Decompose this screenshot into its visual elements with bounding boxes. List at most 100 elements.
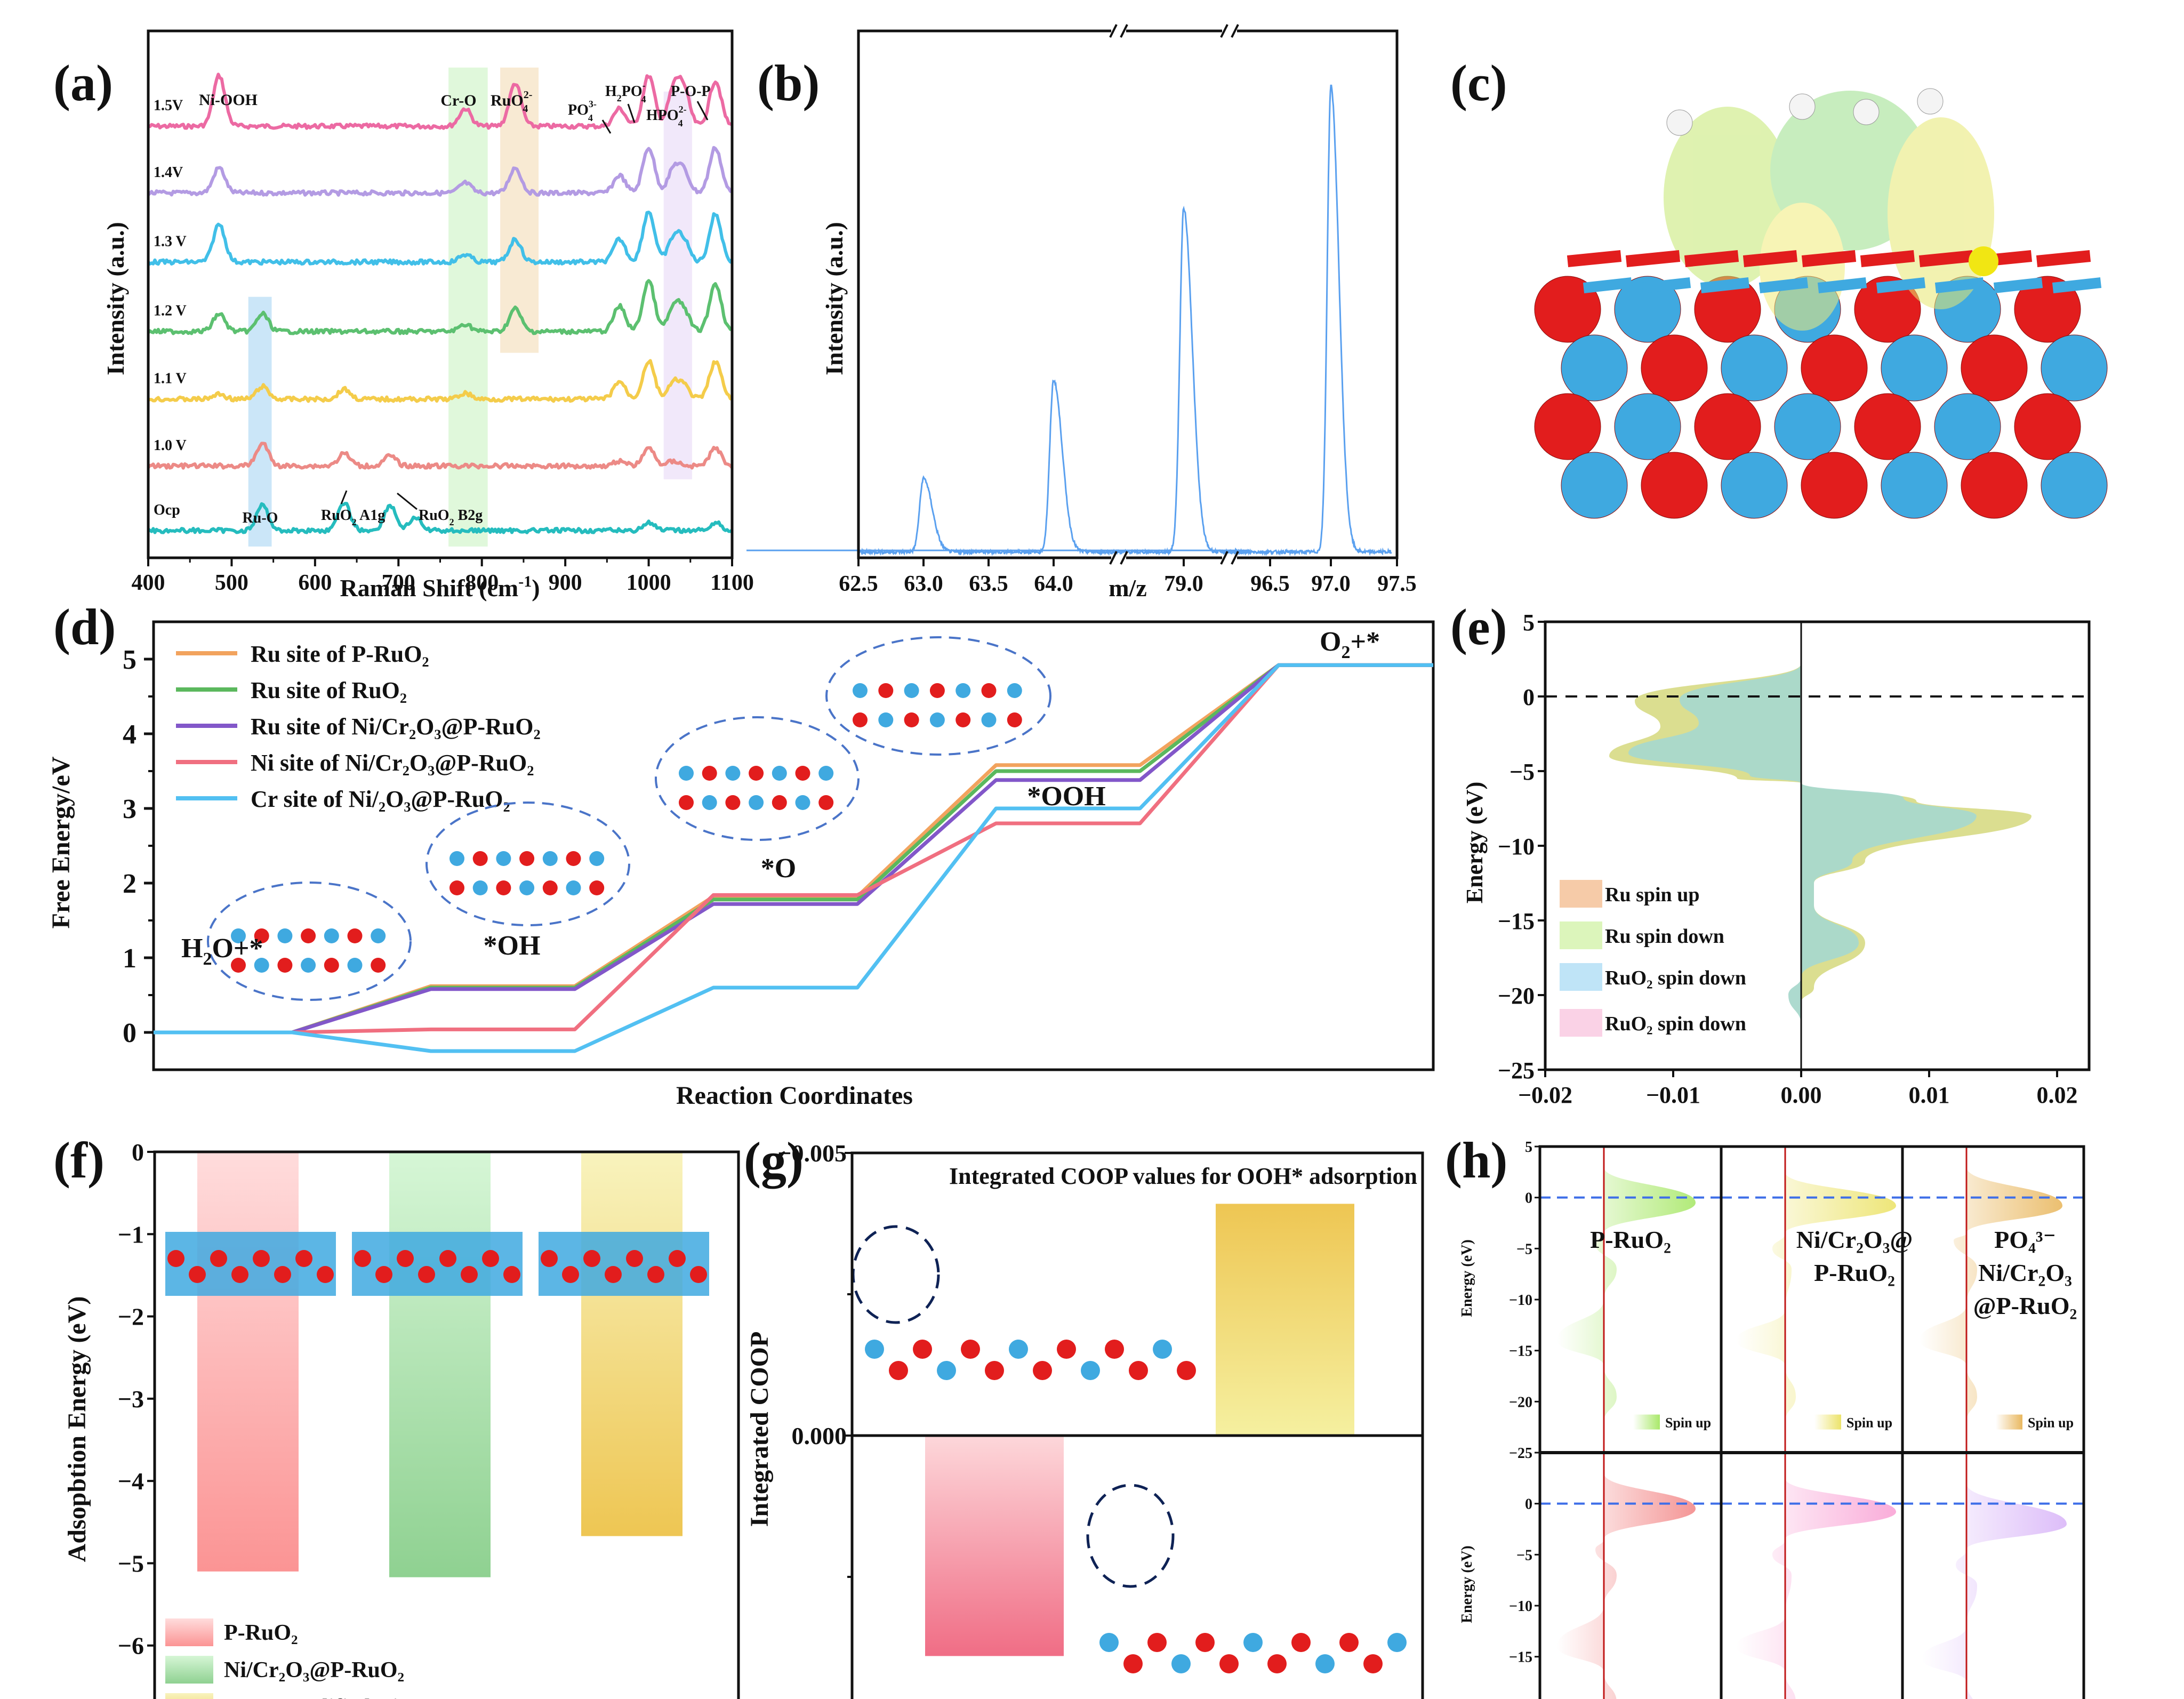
- panel-label-e: (e): [1450, 598, 1507, 655]
- panel-label-d: (d): [53, 598, 116, 655]
- y-tick-label: 0: [1523, 684, 1535, 710]
- x-tick-label: 500: [215, 571, 248, 595]
- cohp-area-up: [1557, 1167, 1696, 1422]
- atom: [277, 928, 293, 943]
- atom: [324, 958, 339, 973]
- annot-h2po4: H2PO-4: [605, 80, 646, 105]
- hydrogen-atom: [1917, 88, 1944, 115]
- sulfur-atom: [1969, 246, 1998, 276]
- atom: [1129, 1361, 1148, 1380]
- bond: [2052, 277, 2102, 293]
- legend-label: Cr site of Ni/₂O₃@P-RuO₂: [251, 786, 510, 812]
- panel-d-free-energy-chart: 0 1 2 3 4 5 Ru site of P-RuO₂ Ru site of RuO₂ R…: [47, 620, 1435, 1110]
- atom: [1934, 393, 2001, 460]
- panel-label-c: (c): [1450, 54, 1507, 111]
- atom: [772, 766, 787, 781]
- atom: [669, 1250, 686, 1267]
- atom: [167, 1250, 184, 1267]
- atom: [985, 1361, 1004, 1380]
- atom: [956, 683, 971, 698]
- x-tick-label: 97.0: [1311, 572, 1351, 596]
- atom: [496, 880, 511, 895]
- hydrogen-atom: [1853, 99, 1880, 125]
- atom: [1315, 1654, 1335, 1673]
- panel-label-f: (f): [53, 1132, 105, 1189]
- atom: [647, 1266, 664, 1283]
- atom: [1033, 1361, 1052, 1380]
- x-tick-label: 1100: [710, 571, 754, 595]
- legend-swatch: [1633, 1414, 1660, 1430]
- x-tick-label: 63.5: [969, 572, 1008, 596]
- y-tick-label: −20: [1509, 1394, 1532, 1411]
- series-line-1.1V: [148, 359, 734, 403]
- e-xlabel: COOP/OOH*: [1744, 1111, 1872, 1115]
- structure-inset-outline: [655, 716, 860, 841]
- atom: [1801, 452, 1868, 519]
- atom: [961, 1340, 980, 1359]
- panel-h-cohp-chart: Spin upSpin down−0.20.00.20.4COHP/ClP-Ru…: [1459, 1139, 2085, 1699]
- x-tick-label: 63.0: [904, 572, 943, 596]
- series-label: Ocp: [154, 502, 180, 518]
- y-tick-label: −5: [118, 1550, 144, 1577]
- atom: [853, 712, 868, 727]
- x-tick-label: 0.00: [1781, 1082, 1822, 1108]
- atom: [937, 1361, 956, 1380]
- y-tick-label: −0.005: [777, 1140, 847, 1167]
- g-ylabel: Integrated COOP: [745, 1332, 774, 1527]
- annot-po4: PO3-4: [568, 99, 597, 123]
- f-ylabel: Adsopbtion Energy (eV): [63, 1296, 91, 1562]
- atom: [589, 851, 605, 866]
- atom: [1147, 1633, 1167, 1652]
- highlight-region: [663, 91, 692, 479]
- atom: [853, 683, 868, 698]
- cohp-area-up: [1920, 1167, 2062, 1422]
- x-tick-label: 900: [549, 571, 582, 595]
- y-tick-label: 0: [1525, 1496, 1532, 1513]
- x-tick-label: 97.5: [1377, 572, 1417, 596]
- axis-break-mark: [1231, 551, 1239, 565]
- column-label: PO₄³⁻: [1994, 1226, 2056, 1253]
- bond: [1743, 250, 1798, 267]
- atom: [347, 928, 363, 943]
- column-label: P-RuO₂: [1814, 1259, 1895, 1286]
- atom: [2014, 393, 2081, 460]
- series-label: 1.2 V: [154, 303, 187, 319]
- y-tick-label: 4: [123, 719, 136, 750]
- atom: [956, 712, 971, 727]
- atom: [1171, 1654, 1191, 1673]
- series-line-1.0V: [147, 442, 734, 470]
- atom: [449, 851, 464, 866]
- atom: [1219, 1654, 1239, 1673]
- atom: [253, 1250, 270, 1267]
- atom: [818, 766, 834, 781]
- atom: [1267, 1654, 1287, 1673]
- legend-label: Spin up: [1846, 1415, 1892, 1431]
- column-label: Ni/Cr₂O₃@: [1796, 1226, 1913, 1253]
- atom: [562, 1266, 579, 1283]
- atom: [878, 683, 894, 698]
- highlight-circle: [1086, 1484, 1175, 1588]
- x-tick-label: −0.02: [1518, 1082, 1572, 1108]
- annot-hpo4: HPO2-4: [646, 104, 687, 129]
- atom: [2041, 334, 2108, 402]
- g-title: Integrated COOP values for OOH* adsorpti…: [949, 1163, 1417, 1189]
- energy-path-line: [154, 663, 1433, 1035]
- charge-density-isosurface: [1664, 91, 1994, 331]
- annot-ni-ooh: Ni-OOH: [199, 91, 258, 109]
- annot-pop: P-O-P: [671, 83, 711, 100]
- atom: [371, 958, 386, 973]
- series-label: 1.1 V: [154, 371, 187, 387]
- cohp-area-down: [1736, 1478, 1896, 1699]
- annot-ruo4: RuO2-4: [491, 89, 532, 115]
- atom: [461, 1266, 478, 1283]
- y-axis-label: Energy (eV): [1459, 1239, 1475, 1317]
- axis-break-mark: [1109, 24, 1118, 38]
- y-tick-label: −4: [118, 1468, 144, 1495]
- y-tick-label: −5: [1516, 1241, 1532, 1257]
- bond: [1860, 250, 1915, 267]
- atom: [301, 928, 316, 943]
- y-tick-label: 0: [132, 1139, 144, 1166]
- highlight-circle: [852, 1225, 940, 1324]
- atom: [1009, 1340, 1028, 1359]
- y-tick-label: −2: [118, 1303, 144, 1331]
